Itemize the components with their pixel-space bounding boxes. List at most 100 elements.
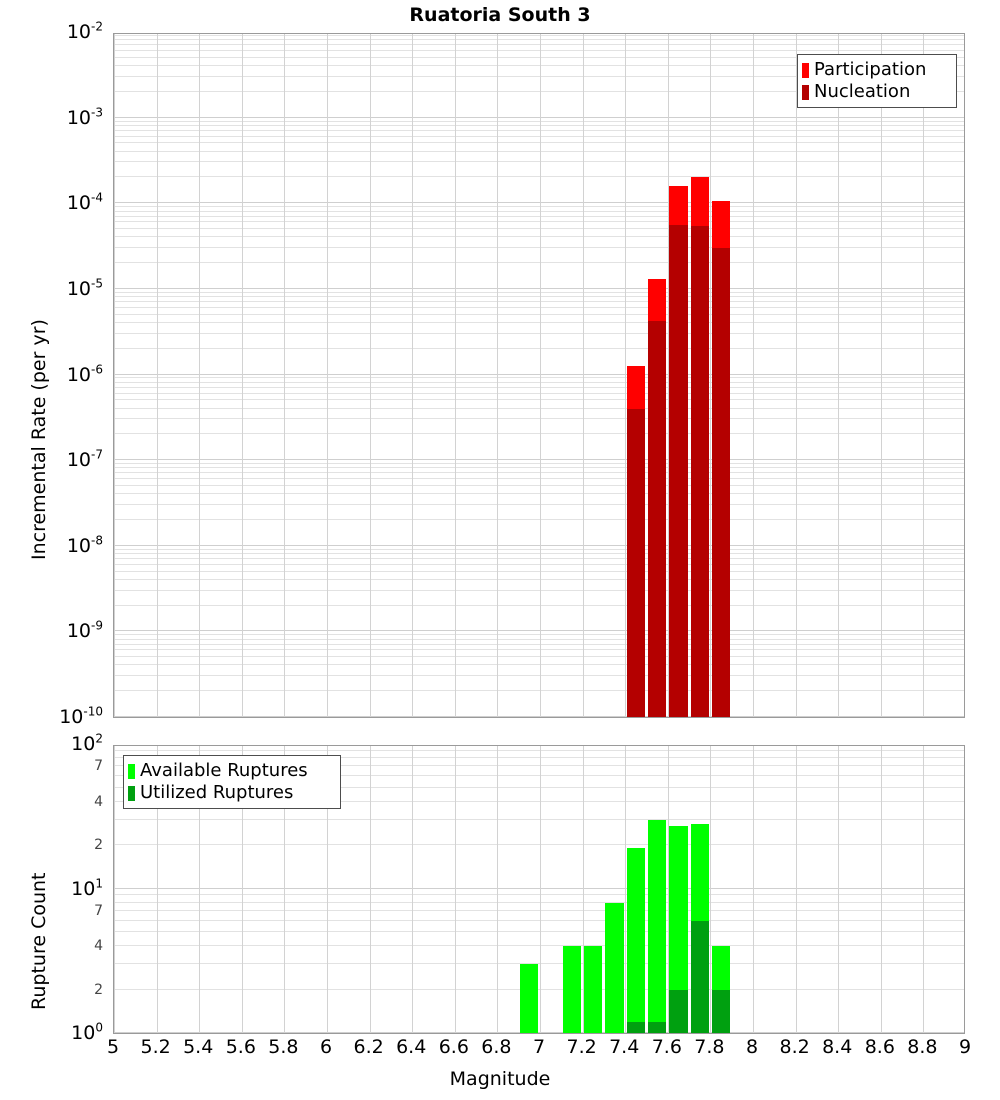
gridline-horizontal	[114, 775, 964, 777]
gridline-horizontal	[114, 919, 964, 921]
gridline-horizontal	[114, 262, 964, 264]
gridline-horizontal	[114, 638, 964, 640]
nucleation-bar	[711, 248, 731, 717]
incremental-rate-legend: Participation Nucleation	[797, 54, 957, 108]
page-title: Ruatoria South 3	[409, 4, 591, 26]
x-tick-label: 5.6	[225, 1036, 256, 1058]
nucleation-bar	[626, 408, 645, 717]
participation-bar	[711, 201, 731, 717]
y-tick-label: 10-10	[59, 704, 103, 728]
gridline-vertical	[710, 746, 712, 1033]
x-tick-label: 6.6	[438, 1036, 469, 1058]
available-ruptures-bar	[605, 902, 624, 1033]
gridline-horizontal	[114, 518, 964, 520]
gridline-vertical	[454, 746, 456, 1033]
x-tick-label: 5	[106, 1036, 120, 1058]
utilized-ruptures-bar	[669, 989, 688, 1033]
utilized-ruptures-bar	[690, 920, 709, 1033]
gridline-horizontal	[114, 291, 964, 293]
gridline-horizontal	[114, 544, 964, 546]
rupture-count-legend: Available Ruptures Utilized Ruptures	[123, 755, 341, 809]
gridline-horizontal	[114, 202, 964, 204]
x-tick-label: 7.2	[566, 1036, 597, 1058]
gridline-horizontal	[114, 116, 964, 118]
nucleation-bar	[690, 226, 709, 717]
gridline-horizontal	[114, 765, 964, 767]
legend-label: Participation	[814, 59, 927, 80]
gridline-vertical	[284, 746, 286, 1033]
x-tick-label: 6.2	[353, 1036, 384, 1058]
x-tick-label: 8.8	[907, 1036, 938, 1058]
gridline-horizontal	[114, 306, 964, 308]
x-tick-label: 8.6	[864, 1036, 895, 1058]
y-tick-label: 10-2	[66, 19, 103, 43]
legend-swatch-icon	[802, 84, 809, 100]
legend-swatch-icon	[802, 62, 809, 78]
participation-bar	[690, 177, 709, 717]
gridline-horizontal	[114, 503, 964, 505]
gridline-vertical	[497, 34, 499, 717]
gridline-horizontal	[114, 135, 964, 137]
y-tick-label-minor: 7	[94, 758, 103, 775]
gridline-vertical	[327, 34, 328, 717]
x-tick-label: 8.4	[822, 1036, 853, 1058]
gridline-vertical	[114, 34, 115, 717]
incremental-rate-y-axis-label: Incremental Rate (per yr)	[28, 319, 50, 560]
gridline-horizontal	[114, 377, 964, 379]
x-tick-label: 6.4	[396, 1036, 427, 1058]
gridline-vertical	[880, 34, 882, 717]
gridline-horizontal	[114, 757, 964, 759]
gridline-vertical	[667, 746, 669, 1033]
gridline-horizontal	[114, 988, 964, 990]
gridline-horizontal	[114, 50, 964, 51]
gridline-horizontal	[114, 887, 964, 889]
gridline-horizontal	[114, 215, 964, 217]
gridline-horizontal	[114, 44, 964, 46]
gridline-horizontal	[114, 563, 964, 565]
gridline-vertical	[114, 746, 115, 1033]
legend-swatch-icon	[128, 785, 135, 801]
y-tick-label: 100	[71, 1020, 103, 1044]
gridline-horizontal	[114, 129, 964, 131]
gridline-horizontal	[114, 716, 964, 717]
legend-item: Utilized Ruptures	[128, 782, 334, 804]
gridline-vertical	[795, 746, 797, 1033]
legend-label: Nucleation	[814, 81, 911, 102]
x-tick-label: 8	[745, 1036, 759, 1058]
y-tick-label-minor: 4	[94, 938, 103, 954]
gridline-vertical	[582, 746, 584, 1033]
gridline-horizontal	[114, 493, 964, 495]
gridline-horizontal	[114, 484, 964, 486]
gridline-horizontal	[114, 570, 964, 572]
gridline-horizontal	[114, 313, 964, 315]
x-tick-label: 5.2	[140, 1036, 171, 1058]
gridline-horizontal	[114, 296, 964, 298]
y-tick-label: 10-8	[66, 533, 103, 557]
gridline-horizontal	[114, 332, 964, 334]
gridline-vertical	[284, 34, 286, 717]
legend-label: Utilized Ruptures	[140, 782, 294, 803]
nucleation-bar	[669, 224, 688, 717]
gridline-horizontal	[114, 690, 964, 692]
nucleation-bar	[648, 321, 667, 717]
gridline-horizontal	[114, 386, 964, 388]
gridline-horizontal	[114, 656, 964, 658]
gridline-horizontal	[114, 472, 964, 474]
y-tick-label: 102	[71, 731, 103, 755]
gridline-vertical	[412, 746, 414, 1033]
gridline-vertical	[199, 34, 201, 717]
gridline-horizontal	[114, 210, 964, 212]
gridline-horizontal	[114, 381, 964, 383]
gridline-horizontal	[114, 90, 964, 92]
gridline-horizontal	[114, 1032, 964, 1033]
y-tick-label-minor: 2	[94, 981, 103, 998]
available-ruptures-bar	[669, 826, 688, 1033]
participation-bar	[626, 366, 645, 717]
gridline-vertical	[838, 34, 840, 717]
y-tick-label: 10-5	[66, 276, 103, 300]
gridline-horizontal	[114, 630, 964, 632]
available-ruptures-bar	[562, 946, 582, 1033]
y-tick-label: 10-7	[66, 447, 103, 472]
gridline-vertical	[753, 746, 754, 1033]
gridline-horizontal	[114, 287, 964, 289]
